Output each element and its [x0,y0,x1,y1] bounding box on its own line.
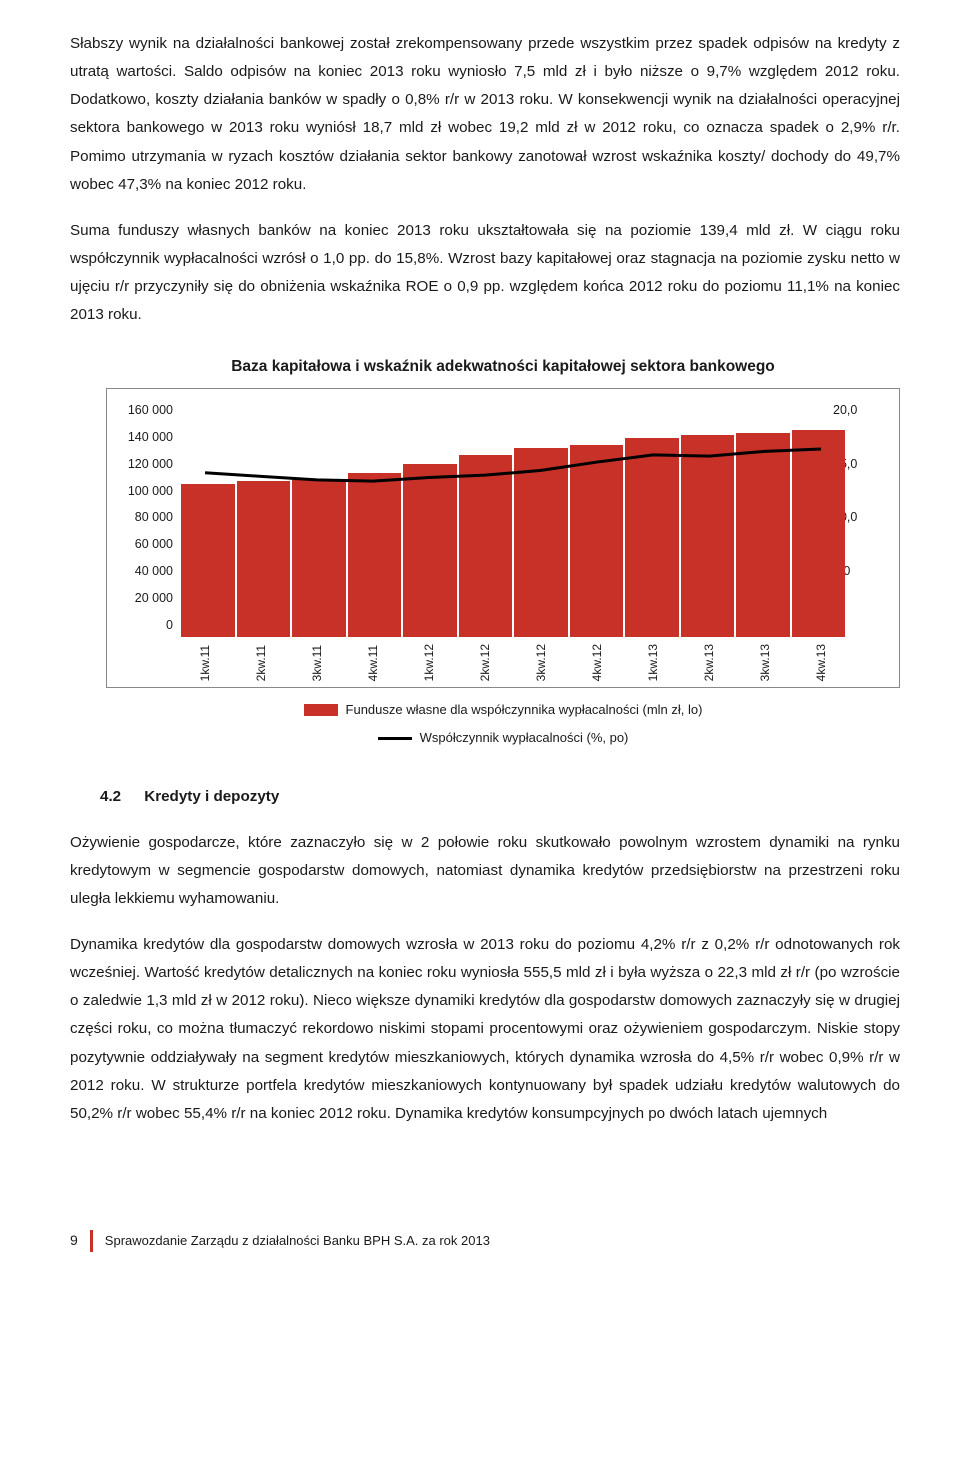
paragraph-1: Słabszy wynik na działalności bankowej z… [70,30,900,199]
paragraph-4: Dynamika kredytów dla gospodarstw domowy… [70,931,900,1128]
chart-title: Baza kapitałowa i wskaźnik adekwatności … [106,353,900,382]
paragraph-3: Ożywienie gospodarcze, które zaznaczyło … [70,829,900,913]
section-heading: 4.2 Kredyty i depozyty [100,783,900,811]
legend-swatch-line [378,737,412,740]
legend-item-line: Współczynnik wypłacalności (%, po) [378,726,629,750]
chart-capital-adequacy: Baza kapitałowa i wskaźnik adekwatności … [106,353,900,752]
chart-plot: 160 000140 000120 000100 00080 00060 000… [106,388,900,688]
footer-text: Sprawozdanie Zarządu z działalności Bank… [105,1229,490,1253]
paragraph-2: Suma funduszy własnych banków na koniec … [70,217,900,330]
x-axis: 1kw.112kw.113kw.114kw.111kw.122kw.123kw.… [177,644,849,681]
legend-label-line: Współczynnik wypłacalności (%, po) [420,726,629,750]
legend-swatch-bar [304,704,338,716]
section-title: Kredyty i depozyty [144,788,279,805]
chart-line [177,399,849,637]
chart-legend: Fundusze własne dla współczynnika wypłac… [106,696,900,753]
legend-label-bars: Fundusze własne dla współczynnika wypłac… [346,698,703,722]
footer-accent-bar [90,1230,93,1252]
page-number: 9 [70,1228,78,1254]
y-axis-left: 160 000140 000120 000100 00080 00060 000… [111,399,173,637]
legend-item-bars: Fundusze własne dla współczynnika wypłac… [304,698,703,722]
section-number: 4.2 [100,783,140,811]
page-footer: 9 Sprawozdanie Zarządu z działalności Ba… [70,1228,900,1254]
